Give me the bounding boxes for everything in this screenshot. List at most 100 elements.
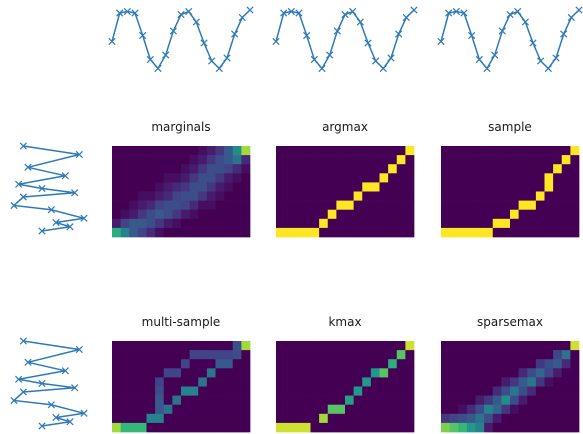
heatmap-cell <box>535 413 545 424</box>
heatmap-cell <box>379 182 389 192</box>
heatmap-cell <box>475 200 485 211</box>
heatmap-panel: argmax <box>276 120 415 238</box>
heatmap-cell <box>155 227 165 238</box>
heatmap-cell <box>276 377 285 387</box>
heatmap-cell <box>172 209 182 220</box>
heatmap-cell <box>293 395 303 406</box>
heatmap-cell <box>466 155 476 165</box>
heatmap-cell <box>310 155 320 165</box>
heatmap-cell <box>327 350 337 360</box>
heatmap-cell <box>544 404 554 415</box>
heatmap-cell <box>181 404 190 415</box>
heatmap-cell <box>224 395 234 406</box>
heatmap-cell <box>198 182 208 192</box>
panel-title: sparsemax <box>477 315 543 329</box>
heatmap-cell <box>206 377 216 387</box>
heatmap-cell <box>232 191 242 201</box>
series-marker <box>287 7 295 16</box>
heatmap-cell <box>353 341 363 351</box>
heatmap-cell <box>189 422 199 433</box>
heatmap-cell <box>449 209 459 220</box>
heatmap-cell <box>232 164 242 174</box>
series-marker <box>52 413 60 422</box>
heatmap-cell <box>441 209 450 220</box>
heatmap-cell <box>362 368 372 378</box>
heatmap-cell <box>120 413 130 424</box>
heatmap-cell <box>206 218 216 229</box>
heatmap-cell <box>336 350 346 360</box>
heatmap-cell <box>146 341 156 351</box>
heatmap-cell <box>388 209 398 220</box>
heatmap-cell <box>466 218 476 229</box>
heatmap-cell <box>518 227 528 238</box>
left-series-plots <box>10 142 88 430</box>
heatmap-cell <box>405 341 415 351</box>
heatmap-cell <box>146 422 156 433</box>
heatmap-cell <box>241 413 251 424</box>
heatmap-cell <box>345 359 354 369</box>
heatmap-panels: marginals argmax sample multi-sample kmax spa… <box>112 120 580 433</box>
heatmap-cell <box>553 155 563 165</box>
heatmap-cell <box>561 359 571 369</box>
left-series-plot <box>10 142 88 235</box>
heatmap-cell <box>527 395 537 406</box>
series-marker <box>10 201 18 210</box>
heatmap-cell <box>561 227 571 238</box>
heatmap-cell <box>146 377 156 387</box>
heatmap-cell <box>301 146 311 156</box>
heatmap-cell <box>224 413 234 424</box>
heatmap-cell <box>466 209 476 220</box>
heatmap-cell <box>570 182 580 192</box>
heatmap-cell <box>224 227 234 238</box>
heatmap-cell <box>224 173 234 183</box>
heatmap-cell <box>189 413 199 424</box>
heatmap-cell <box>345 386 354 396</box>
heatmap-cell <box>449 146 459 156</box>
heatmap-cell <box>553 422 563 433</box>
heatmap-cell <box>441 164 450 174</box>
heatmap-cell <box>379 218 389 229</box>
heatmap-cell <box>553 359 563 369</box>
series-marker <box>215 64 223 73</box>
top-series-plot <box>437 6 583 73</box>
heatmap-cell <box>224 209 234 220</box>
heatmap-cell <box>510 404 519 415</box>
heatmap-cell <box>232 368 242 378</box>
heatmap-cell <box>458 395 468 406</box>
series-marker <box>537 57 545 65</box>
heatmap-cell <box>301 359 311 369</box>
heatmap-cell <box>449 395 459 406</box>
heatmap-cell <box>120 377 130 387</box>
heatmap-cell <box>544 368 554 378</box>
heatmap-cell <box>405 227 415 238</box>
heatmap-cell <box>501 368 511 378</box>
heatmap-cell <box>458 200 468 211</box>
heatmap-cell <box>458 386 468 396</box>
heatmap-cell <box>501 155 511 165</box>
heatmap-cell <box>112 404 121 415</box>
heatmap-cell <box>518 182 528 192</box>
heatmap-cell <box>561 191 571 201</box>
heatmap-cell <box>345 200 354 211</box>
panel-title: kmax <box>328 315 361 329</box>
heatmap-cell <box>198 413 208 424</box>
heatmap-cell <box>518 395 528 406</box>
heatmap-cell <box>475 359 485 369</box>
heatmap-cell <box>336 182 346 192</box>
heatmap-cell <box>441 146 450 156</box>
heatmap-cell <box>379 341 389 351</box>
heatmap-cell <box>484 164 494 174</box>
heatmap-cell <box>172 155 182 165</box>
heatmap-cell <box>458 164 468 174</box>
heatmap-cell <box>310 359 320 369</box>
heatmap-cell <box>293 155 303 165</box>
series-marker <box>154 64 162 73</box>
heatmap-cell <box>310 404 320 415</box>
heatmap-cell <box>155 146 165 156</box>
heatmap-cell <box>527 173 537 183</box>
heatmap-cell <box>301 218 311 229</box>
heatmap-cell <box>449 413 459 424</box>
heatmap-cell <box>155 341 165 351</box>
heatmap-cell <box>362 146 372 156</box>
heatmap-cell <box>396 182 406 192</box>
